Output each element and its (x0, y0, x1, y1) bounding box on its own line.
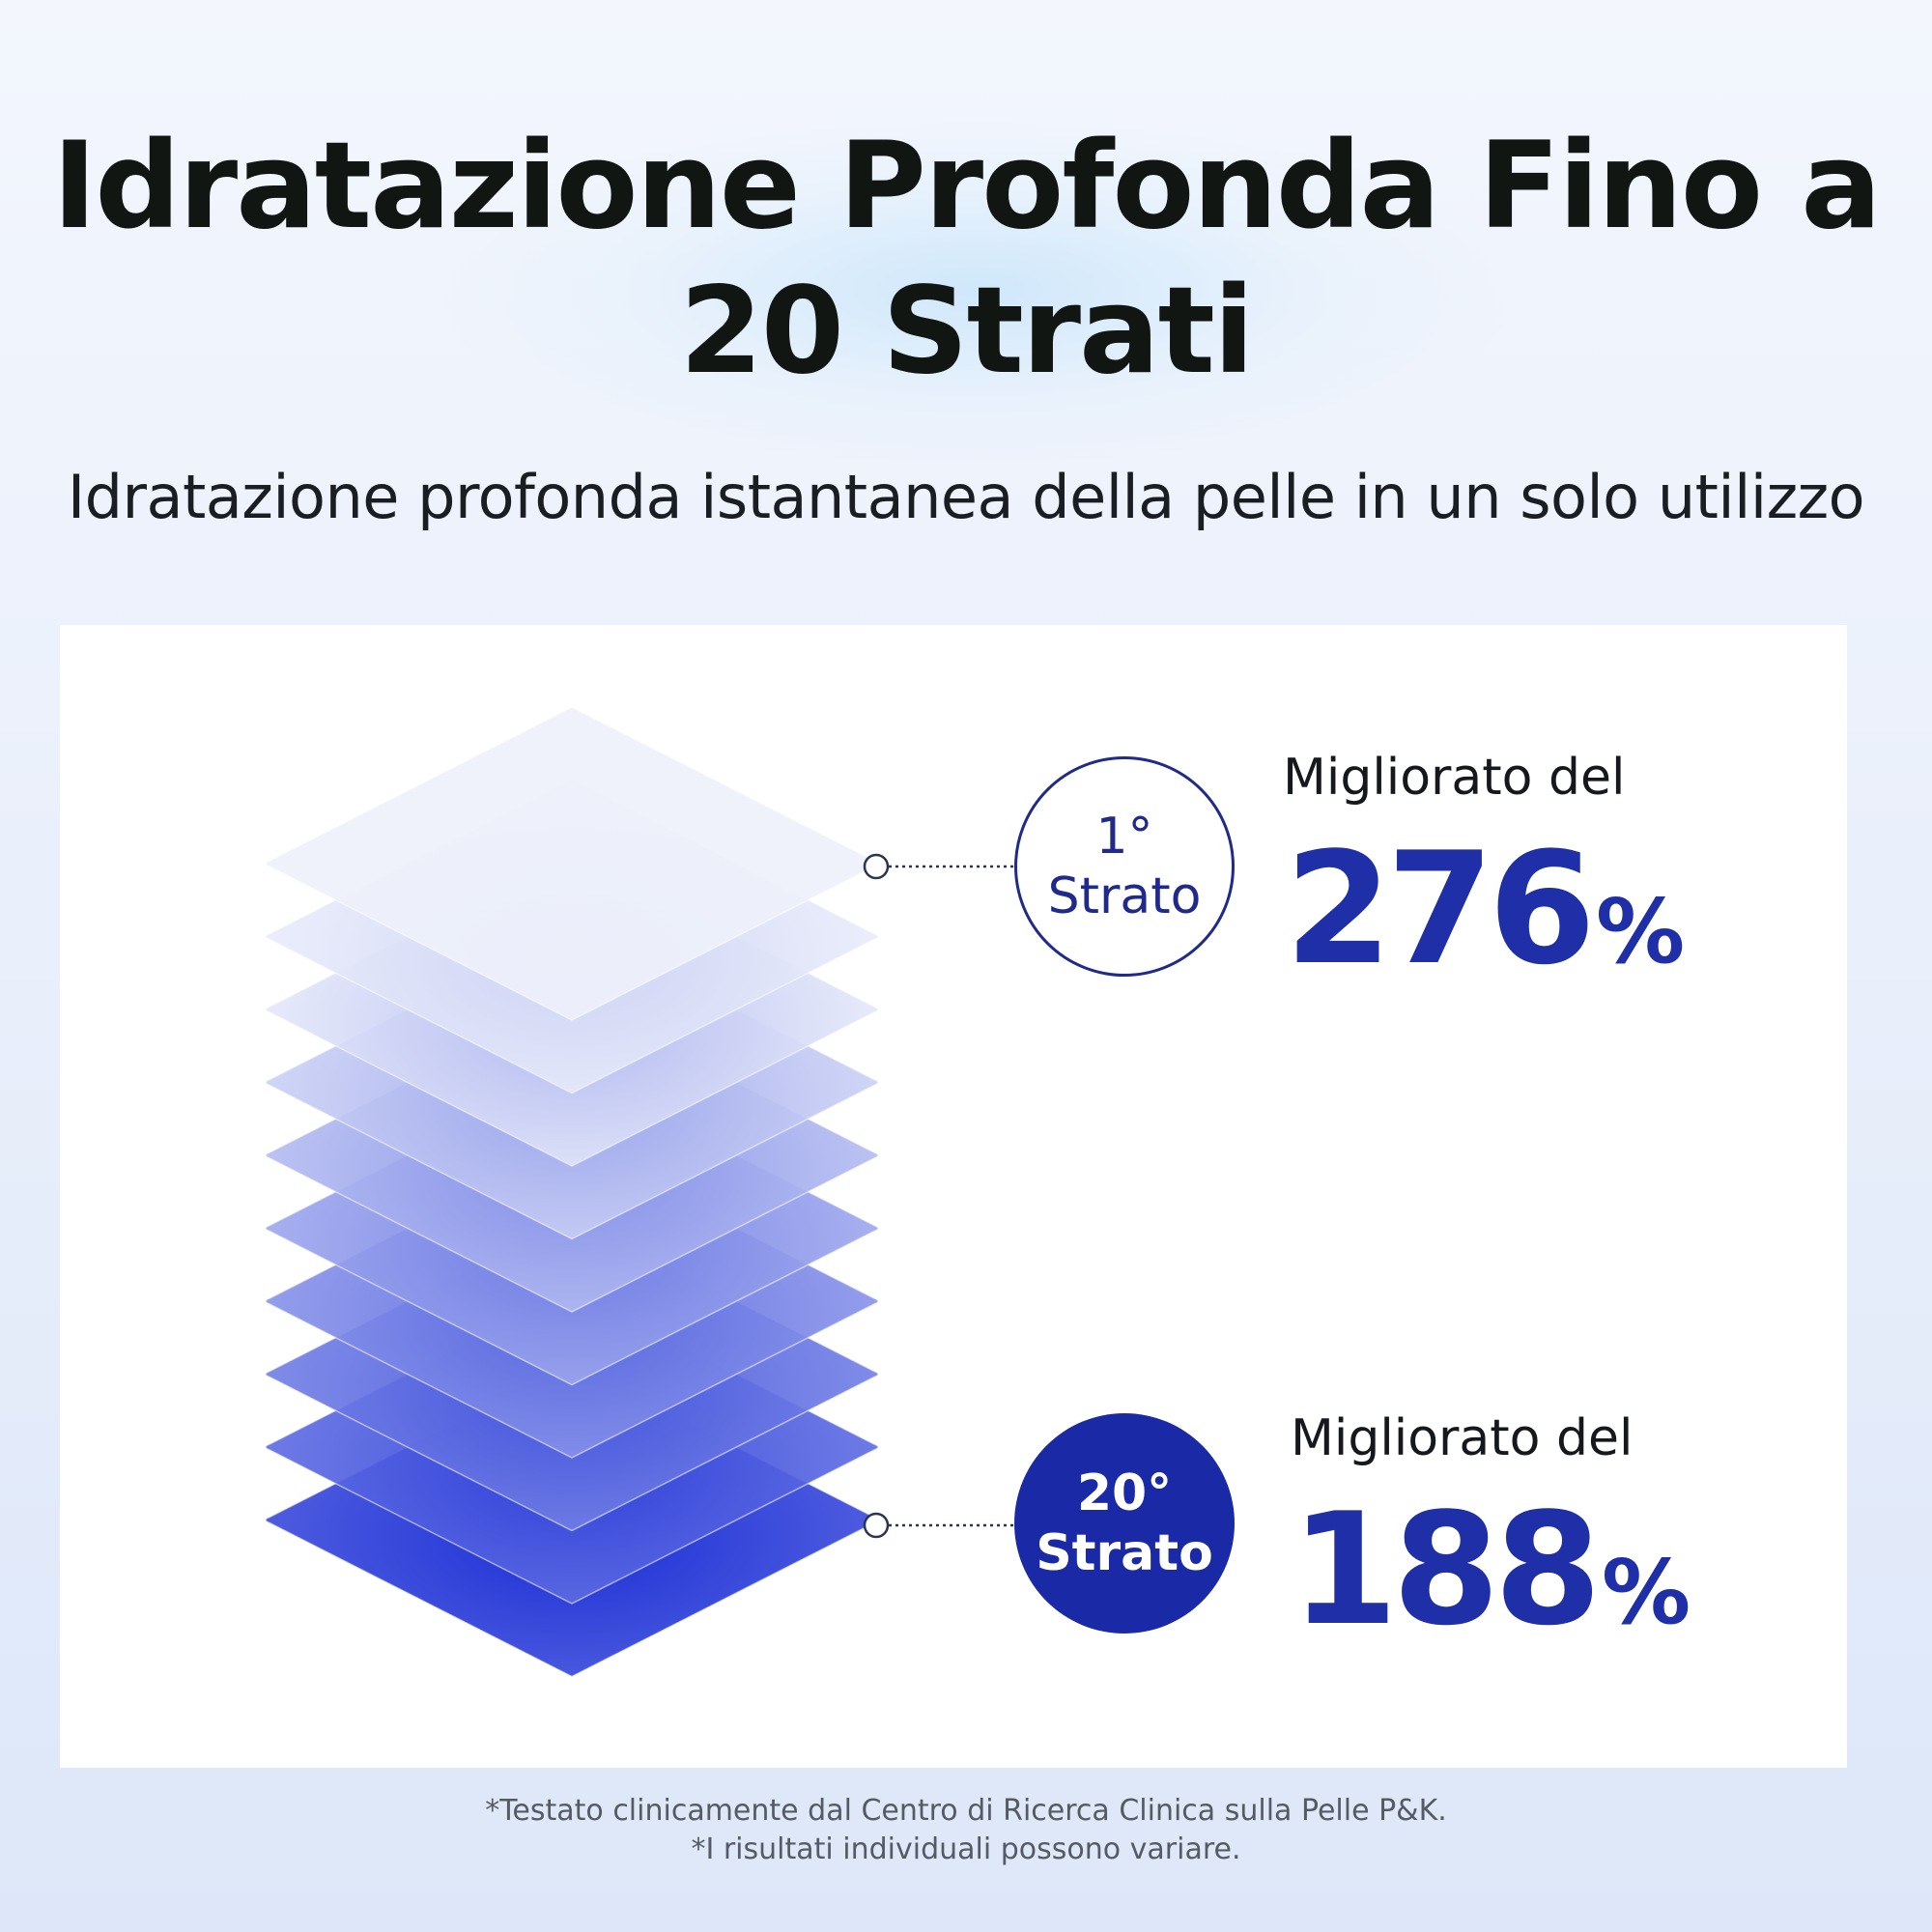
infographic-card: 1° Strato Migliorato del 276% 20° Strato… (60, 625, 1847, 1768)
layer-20-stat-value: 188% (1291, 1479, 1690, 1660)
page-subtitle: Idratazione profonda istantanea della pe… (67, 462, 1865, 532)
layer-20-stat-label: Migliorato del (1291, 1409, 1634, 1467)
connector-dot-bottom (863, 1512, 890, 1539)
connector-dot-top (863, 853, 890, 880)
layer-1-badge-number: 1° (1095, 808, 1153, 866)
footnote-disclaimer: *I risultati individuali possono variare… (691, 1833, 1241, 1866)
layer-20-percentage: 188 (1291, 1479, 1602, 1660)
layer-1-badge-label: Strato (1047, 867, 1202, 925)
layer-20-badge-label: Strato (1036, 1524, 1213, 1582)
layer-20-percent-sign: % (1601, 1541, 1691, 1644)
footnote-clinical: *Testato clinicamente dal Centro di Rice… (485, 1794, 1447, 1828)
layer-1-percent-sign: % (1595, 880, 1686, 983)
layer-20-badge-number: 20° (1076, 1464, 1173, 1522)
layer-1-stat-label: Migliorato del (1283, 749, 1626, 807)
layer-20-badge: 20° Strato (1014, 1413, 1235, 1634)
background-glow (444, 116, 1507, 464)
layer-1-stat-value: 276% (1285, 818, 1685, 999)
layer-1-percentage: 276 (1285, 818, 1596, 999)
page-title: Idratazione Profonda Fino a 20 Strati (52, 117, 1882, 401)
skin-layers-illustration (265, 706, 1014, 1678)
layer-1-badge: 1° Strato (1014, 756, 1235, 977)
